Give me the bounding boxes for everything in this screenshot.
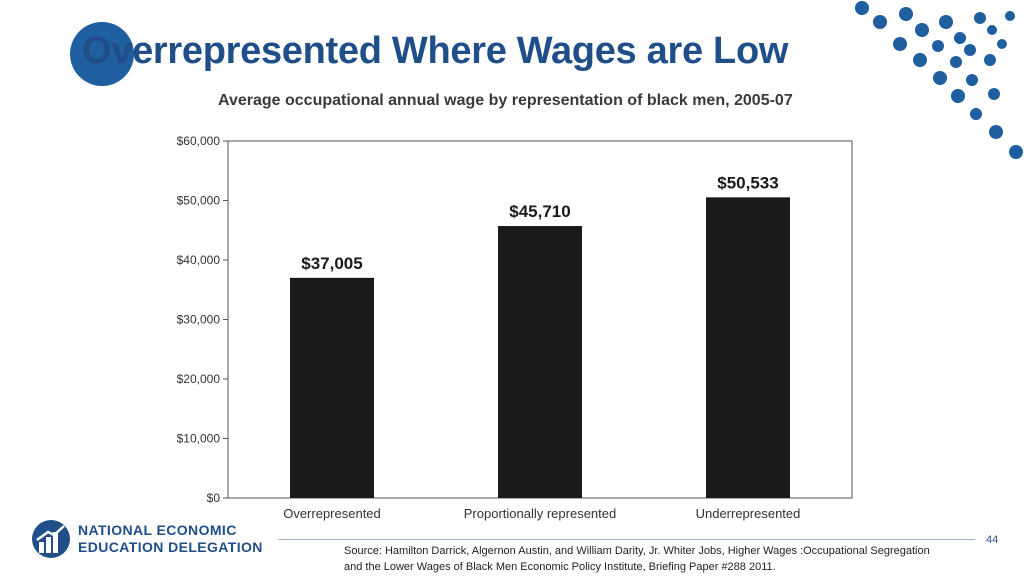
footer-divider <box>278 539 975 540</box>
decorative-dot <box>913 53 927 67</box>
page-title: Overrepresented Where Wages are Low <box>82 30 789 72</box>
decorative-dots <box>855 1 1023 159</box>
logo-text-line1: NATIONAL ECONOMIC <box>78 522 237 538</box>
decorative-dot <box>974 12 986 24</box>
decorative-dot <box>964 44 976 56</box>
bar-value-label: $37,005 <box>301 254 362 273</box>
bar-chart: $0 $10,000 $20,000 $30,000 $40,000 $50,000 $60… <box>177 134 853 521</box>
decorative-dot <box>915 23 929 37</box>
logo-mark-icon <box>32 520 70 558</box>
x-category-label: Proportionally represented <box>464 506 616 521</box>
decorative-dot <box>1005 11 1015 21</box>
decorative-dot <box>984 54 996 66</box>
y-tick-label: $20,000 <box>177 372 221 386</box>
page-number: 44 <box>986 534 999 546</box>
y-tick-label: $50,000 <box>177 194 221 208</box>
source-citation: Source: Hamilton Darrick, Algernon Austi… <box>344 543 984 575</box>
decorative-dot <box>939 15 953 29</box>
title-accent-circle <box>70 22 134 86</box>
logo-text-line2: EDUCATION DELEGATION <box>78 539 263 555</box>
decorative-dot <box>899 7 913 21</box>
decorative-dot <box>989 125 1003 139</box>
bar-value-label: $50,533 <box>717 173 778 192</box>
bar-1 <box>498 226 582 498</box>
decorative-dot <box>950 56 962 68</box>
decorative-dot <box>933 71 947 85</box>
source-line-2: and the Lower Wages of Black Men Economi… <box>344 561 776 573</box>
logo: NATIONAL ECONOMIC EDUCATION DELEGATION <box>30 518 270 562</box>
decorative-dot <box>997 39 1007 49</box>
decorative-dot <box>893 37 907 51</box>
decorative-dot <box>951 89 965 103</box>
decorative-dot <box>987 25 997 35</box>
decorative-dot <box>855 1 869 15</box>
y-tick-label: $40,000 <box>177 253 221 267</box>
y-tick-label: $0 <box>207 491 221 505</box>
bar-2 <box>706 197 790 498</box>
chart-title: Average occupational annual wage by repr… <box>218 92 793 109</box>
y-tick-label: $60,000 <box>177 134 221 148</box>
decorative-dot <box>970 108 982 120</box>
x-category-label: Underrepresented <box>696 506 801 521</box>
decorative-dot <box>873 15 887 29</box>
bar-value-label: $45,710 <box>509 202 570 221</box>
decorative-dot <box>966 74 978 86</box>
decorative-dot <box>932 40 944 52</box>
x-category-label: Overrepresented <box>283 506 381 521</box>
decorative-dot <box>988 88 1000 100</box>
decorative-dot <box>954 32 966 44</box>
bar-0 <box>290 277 374 498</box>
decorative-dot <box>1009 145 1023 159</box>
source-line-1: Source: Hamilton Darrick, Algernon Austi… <box>344 545 930 557</box>
y-tick-label: $30,000 <box>177 313 221 327</box>
y-tick-label: $10,000 <box>177 432 221 446</box>
